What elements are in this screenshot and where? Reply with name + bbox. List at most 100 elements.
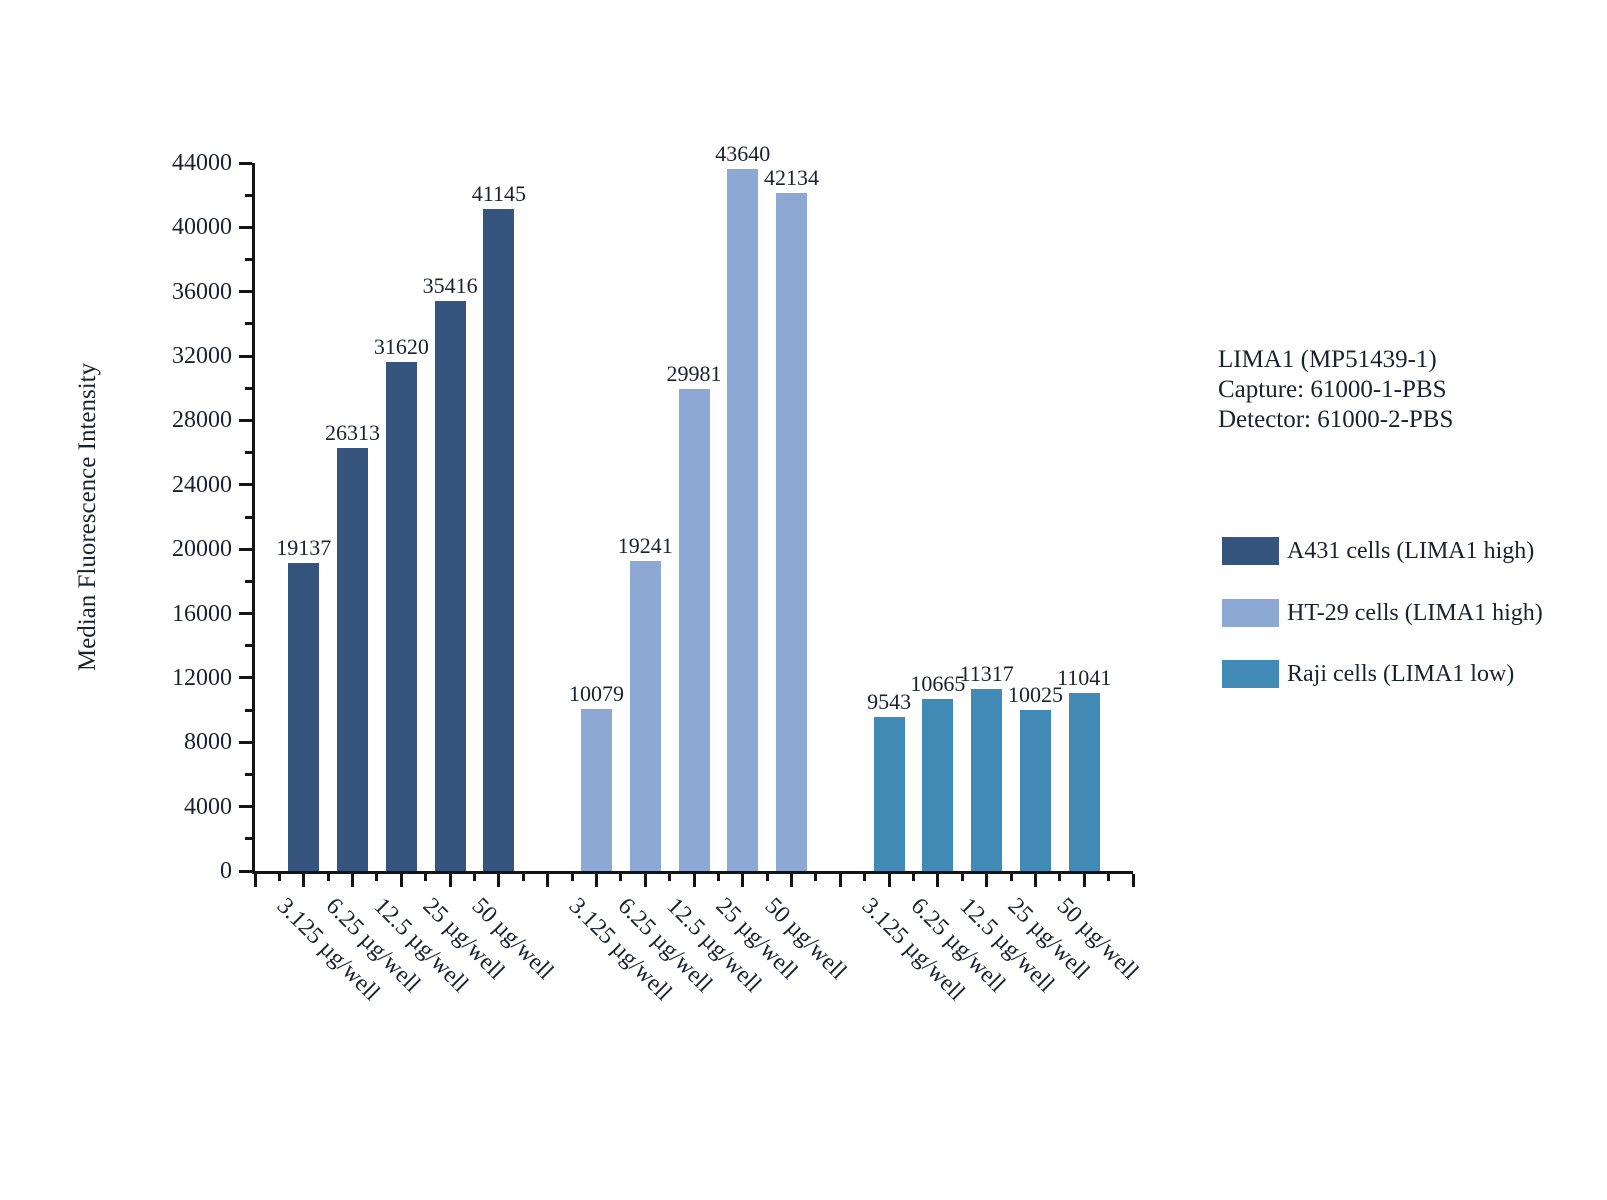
y-major-tick [239, 225, 252, 229]
annotation-line-2: Capture: 61000-1-PBS [1218, 376, 1447, 403]
bar-value-label: 41145 [471, 180, 526, 206]
bar [288, 563, 320, 871]
y-minor-tick [245, 708, 252, 712]
bar-value-label: 35416 [422, 273, 478, 299]
x-minor-tick [424, 874, 428, 881]
x-major-tick [302, 874, 306, 887]
x-major-tick [1033, 874, 1037, 887]
x-minor-tick [668, 874, 672, 881]
x-minor-tick [960, 874, 964, 881]
bar-value-label: 10079 [568, 680, 624, 706]
y-major-tick [239, 740, 252, 744]
bar [629, 561, 661, 871]
x-minor-tick [814, 874, 818, 881]
y-tick-label: 32000 [172, 343, 232, 370]
y-minor-tick [245, 772, 252, 776]
x-major-tick [985, 874, 989, 887]
x-major-tick [399, 874, 403, 887]
y-minor-tick [245, 193, 252, 197]
x-major-tick [1131, 874, 1135, 887]
y-minor-tick [245, 515, 252, 519]
legend-label: HT-29 cells (LIMA1 high) [1287, 599, 1543, 626]
bar-value-label: 29981 [666, 360, 722, 386]
annotation-block: LIMA1 (MP51439-1) Capture: 61000-1-PBS D… [1218, 345, 1453, 435]
x-major-tick [497, 874, 501, 887]
bar [1019, 709, 1051, 871]
x-minor-tick [716, 874, 720, 881]
y-tick-label: 4000 [184, 793, 232, 820]
x-minor-tick [765, 874, 769, 881]
y-major-tick [239, 418, 252, 422]
x-major-tick [692, 874, 696, 887]
x-major-tick [546, 874, 550, 887]
x-major-tick [1082, 874, 1086, 887]
bar [483, 208, 515, 871]
x-major-tick [887, 874, 891, 887]
x-minor-tick [277, 874, 281, 881]
y-major-tick [239, 676, 252, 680]
bar [434, 301, 466, 871]
x-minor-tick [912, 874, 915, 881]
x-major-tick [643, 874, 647, 887]
annotation-line-1: LIMA1 (MP51439-1) [1218, 346, 1437, 373]
y-major-tick [239, 869, 252, 873]
bar-value-label: 11041 [1057, 665, 1112, 691]
y-tick-label: 8000 [184, 729, 232, 756]
bar [1068, 693, 1100, 871]
y-major-tick [239, 290, 252, 294]
y-tick-label: 20000 [172, 536, 232, 563]
bar [727, 168, 759, 871]
legend-swatch [1222, 598, 1279, 627]
y-tick-label: 40000 [172, 214, 232, 241]
x-minor-tick [375, 874, 379, 881]
bar-value-label: 31620 [373, 334, 429, 360]
x-major-tick [351, 874, 355, 887]
bar [337, 447, 369, 871]
y-minor-tick [245, 258, 252, 262]
bar [922, 699, 954, 871]
x-major-tick [741, 874, 745, 887]
bar [678, 388, 710, 871]
legend-swatch [1222, 660, 1279, 688]
x-major-tick [253, 874, 257, 887]
bar [971, 688, 1003, 871]
x-minor-tick [570, 874, 574, 881]
y-minor-tick [245, 322, 252, 326]
y-tick-label: 12000 [172, 664, 232, 691]
x-major-tick [448, 874, 452, 887]
legend-label: Raji cells (LIMA1 low) [1287, 661, 1515, 687]
y-axis-title: Median Fluorescence Intensity [74, 362, 101, 672]
x-major-tick [936, 874, 940, 887]
y-major-tick [239, 547, 252, 551]
x-major-tick [594, 874, 598, 887]
bar-value-label: 10665 [910, 671, 966, 697]
y-minor-tick [245, 644, 252, 648]
y-tick-label: 24000 [172, 471, 232, 498]
bar-value-label: 26313 [325, 419, 381, 445]
y-minor-tick [245, 837, 252, 841]
y-axis-line [252, 163, 255, 874]
x-minor-tick [521, 874, 525, 881]
y-tick-label: 36000 [172, 278, 232, 305]
x-axis-line [252, 871, 1133, 874]
bar [776, 193, 808, 871]
x-major-tick [790, 874, 794, 887]
x-minor-tick [863, 874, 867, 881]
y-minor-tick [245, 579, 252, 583]
bar-value-label: 43640 [715, 140, 771, 166]
x-minor-tick [326, 874, 330, 881]
annotation-line-3: Detector: 61000-2-PBS [1218, 406, 1454, 433]
y-major-tick [239, 805, 252, 809]
y-tick-label: 0 [220, 858, 232, 884]
bar [873, 717, 905, 871]
bar-value-label: 9543 [867, 689, 912, 715]
legend-swatch [1222, 537, 1279, 565]
y-tick-label: 44000 [172, 150, 232, 176]
x-major-tick [838, 874, 842, 887]
x-minor-tick [1107, 874, 1111, 881]
y-major-tick [239, 354, 252, 358]
bar [385, 362, 417, 871]
x-minor-tick [473, 874, 476, 881]
y-tick-label: 16000 [172, 600, 232, 627]
